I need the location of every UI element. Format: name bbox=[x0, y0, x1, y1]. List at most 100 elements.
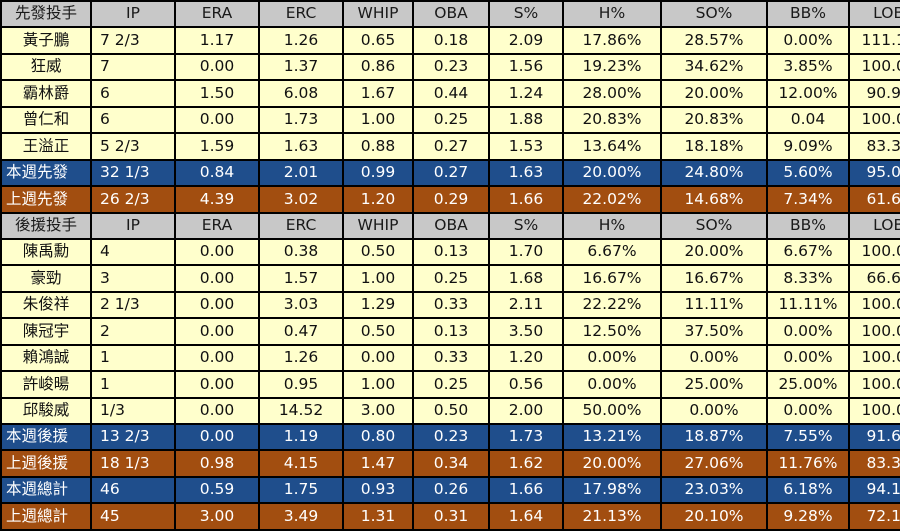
stat-cell: 1.67 bbox=[344, 81, 412, 106]
stat-cell: 3.00 bbox=[344, 398, 412, 423]
player-row: 許峻暘 1 0.00 0.95 1.00 0.25 0.56 0.00% 25.00% 25.00… bbox=[2, 372, 900, 397]
player-row: 王溢正 5 2/3 1.59 1.63 0.88 0.27 1.53 13.64% 18.18%… bbox=[2, 134, 900, 159]
stat-cell: 18.18% bbox=[662, 134, 766, 159]
stat-cell: 0.00 bbox=[176, 319, 258, 344]
stat-cell: 1 bbox=[92, 345, 174, 371]
total-label: 上週先發 bbox=[2, 187, 90, 212]
stat-cell: 100.00% bbox=[850, 319, 900, 344]
stat-cell: 1.70 bbox=[490, 239, 562, 265]
player-name: 霸林爵 bbox=[2, 81, 90, 106]
stat-cell: 20.00% bbox=[662, 239, 766, 265]
stat-cell: 1.59 bbox=[176, 134, 258, 159]
total-stat-cell: 46 bbox=[92, 477, 174, 503]
stat-cell: 7 2/3 bbox=[92, 28, 174, 53]
total-stat-cell: 17.98% bbox=[564, 477, 660, 503]
column-header: OBA bbox=[414, 213, 488, 238]
section-header-label: 後援投手 bbox=[2, 213, 90, 238]
stat-cell: 0.13 bbox=[414, 319, 488, 344]
stat-cell: 1.26 bbox=[260, 28, 342, 53]
total-stat-cell: 20.00% bbox=[564, 160, 660, 186]
stat-cell: 100.00% bbox=[850, 107, 900, 133]
stat-cell: 1.53 bbox=[490, 134, 562, 159]
total-stat-cell: 0.99 bbox=[344, 160, 412, 186]
total-stat-cell: 3.00 bbox=[176, 504, 258, 529]
stat-cell: 1.57 bbox=[260, 266, 342, 291]
total-stat-cell: 1.31 bbox=[344, 504, 412, 529]
stat-cell: 2.00 bbox=[490, 398, 562, 423]
total-stat-cell: 0.84 bbox=[176, 160, 258, 186]
total-stat-cell: 1.20 bbox=[344, 187, 412, 212]
player-row: 陳禹勳 4 0.00 0.38 0.50 0.13 1.70 6.67% 20.00% 6.67%… bbox=[2, 239, 900, 265]
stat-cell: 100.00% bbox=[850, 54, 900, 80]
stat-cell: 1.63 bbox=[260, 134, 342, 159]
stat-cell: 37.50% bbox=[662, 319, 766, 344]
total-label: 上週總計 bbox=[2, 504, 90, 529]
column-header: IP bbox=[92, 213, 174, 238]
player-name: 陳冠宇 bbox=[2, 319, 90, 344]
stat-cell: 11.11% bbox=[662, 292, 766, 318]
column-header: H% bbox=[564, 2, 660, 27]
column-header: LOB% bbox=[850, 2, 900, 27]
player-row: 曾仁和 6 0.00 1.73 1.00 0.25 1.88 20.83% 20.83% 0.04… bbox=[2, 107, 900, 133]
last-week-total-row: 上週總計 45 3.00 3.49 1.31 0.31 1.64 21.13% 20.10% 9.… bbox=[2, 504, 900, 529]
total-stat-cell: 1.63 bbox=[490, 160, 562, 186]
stat-cell: 0.00% bbox=[564, 372, 660, 397]
stat-cell: 0.47 bbox=[260, 319, 342, 344]
stat-cell: 6 bbox=[92, 107, 174, 133]
player-row: 狂威 7 0.00 1.37 0.86 0.23 1.56 19.23% 34.62% 3.85%… bbox=[2, 54, 900, 80]
stat-cell: 1.88 bbox=[490, 107, 562, 133]
stat-cell: 0.00% bbox=[768, 319, 848, 344]
stat-cell: 14.52 bbox=[260, 398, 342, 423]
total-stat-cell: 61.64% bbox=[850, 187, 900, 212]
total-stat-cell: 45 bbox=[92, 504, 174, 529]
stat-cell: 1.68 bbox=[490, 266, 562, 291]
column-header: S% bbox=[490, 213, 562, 238]
total-stat-cell: 1.64 bbox=[490, 504, 562, 529]
stat-cell: 2 1/3 bbox=[92, 292, 174, 318]
total-stat-cell: 0.29 bbox=[414, 187, 488, 212]
total-stat-cell: 0.34 bbox=[414, 451, 488, 476]
total-label: 本週總計 bbox=[2, 477, 90, 503]
total-stat-cell: 1.66 bbox=[490, 477, 562, 503]
player-name: 豪勁 bbox=[2, 266, 90, 291]
stat-cell: 20.00% bbox=[662, 81, 766, 106]
player-name: 邱駿威 bbox=[2, 398, 90, 423]
stat-cell: 1 bbox=[92, 372, 174, 397]
total-stat-cell: 24.80% bbox=[662, 160, 766, 186]
stat-cell: 4 bbox=[92, 239, 174, 265]
total-stat-cell: 0.26 bbox=[414, 477, 488, 503]
total-stat-cell: 0.31 bbox=[414, 504, 488, 529]
stat-cell: 16.67% bbox=[564, 266, 660, 291]
stat-cell: 0.38 bbox=[260, 239, 342, 265]
total-stat-cell: 7.34% bbox=[768, 187, 848, 212]
total-stat-cell: 14.68% bbox=[662, 187, 766, 212]
total-stat-cell: 18.87% bbox=[662, 425, 766, 450]
stat-cell: 0.86 bbox=[344, 54, 412, 80]
total-stat-cell: 0.23 bbox=[414, 425, 488, 450]
stat-cell: 0.00 bbox=[176, 372, 258, 397]
player-row: 豪勁 3 0.00 1.57 1.00 0.25 1.68 16.67% 16.67% 8.33%… bbox=[2, 266, 900, 291]
stat-cell: 3.85% bbox=[768, 54, 848, 80]
stat-cell: 12.50% bbox=[564, 319, 660, 344]
stat-cell: 83.33% bbox=[850, 134, 900, 159]
stat-cell: 0.23 bbox=[414, 54, 488, 80]
stat-cell: 1.37 bbox=[260, 54, 342, 80]
this-week-total-row: 本週先發 32 1/3 0.84 2.01 0.99 0.27 1.63 20.00% 24.8… bbox=[2, 160, 900, 186]
total-stat-cell: 26 2/3 bbox=[92, 187, 174, 212]
stat-cell: 0.25 bbox=[414, 266, 488, 291]
column-header: WHIP bbox=[344, 2, 412, 27]
total-stat-cell: 91.67% bbox=[850, 425, 900, 450]
stat-cell: 100.00% bbox=[850, 372, 900, 397]
column-header: ERC bbox=[260, 213, 342, 238]
stat-cell: 1.50 bbox=[176, 81, 258, 106]
stat-cell: 3.50 bbox=[490, 319, 562, 344]
stat-cell: 0.00% bbox=[768, 28, 848, 53]
stat-cell: 1.00 bbox=[344, 107, 412, 133]
stat-cell: 28.57% bbox=[662, 28, 766, 53]
stat-cell: 11.11% bbox=[768, 292, 848, 318]
stat-cell: 8.33% bbox=[768, 266, 848, 291]
stat-cell: 1.20 bbox=[490, 345, 562, 371]
total-label: 本週後援 bbox=[2, 425, 90, 450]
player-row: 朱俊祥 2 1/3 0.00 3.03 1.29 0.33 2.11 22.22% 11.11%… bbox=[2, 292, 900, 318]
